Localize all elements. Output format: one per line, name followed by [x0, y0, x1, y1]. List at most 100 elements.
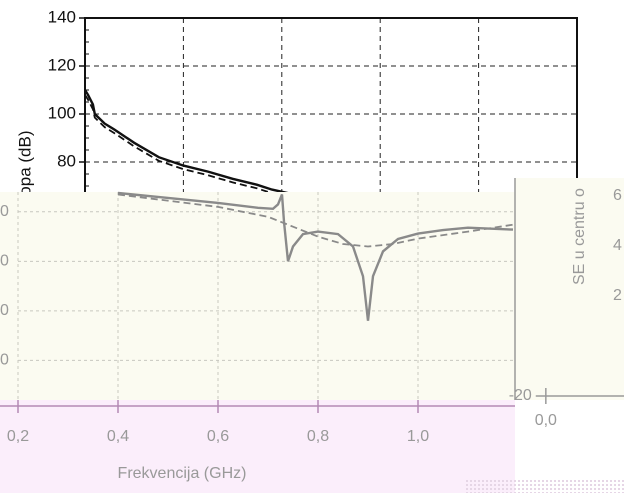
x-tick-label: 0,8 — [307, 428, 329, 445]
noise-dot — [526, 488, 528, 490]
noise-dot — [558, 488, 560, 490]
data-line — [117, 191, 514, 321]
noise-dot — [558, 480, 560, 482]
y-tick-label: -20 — [509, 387, 532, 404]
noise-dot — [522, 480, 524, 482]
noise-dot — [578, 484, 580, 486]
noise-dot — [614, 484, 616, 486]
noise-dot — [490, 480, 492, 482]
noise-dot — [518, 484, 520, 486]
noise-dot — [606, 484, 608, 486]
panel — [0, 192, 515, 400]
noise-dot — [538, 480, 540, 482]
noise-dot — [582, 488, 584, 490]
noise-dot — [478, 488, 480, 490]
noise-dot — [546, 484, 548, 486]
noise-dot — [586, 480, 588, 482]
data-line — [117, 193, 514, 248]
noise-dot — [514, 484, 516, 486]
noise-dot — [554, 488, 556, 490]
noise-dot — [466, 484, 468, 486]
noise-dot — [550, 488, 552, 490]
noise-dot — [538, 488, 540, 490]
noise-dot — [530, 480, 532, 482]
noise-dot — [518, 488, 520, 490]
y-tick-label: 6 — [613, 187, 622, 204]
noise-dot — [514, 480, 516, 482]
noise-dot — [582, 484, 584, 486]
y-tick-label: 100 — [48, 103, 76, 122]
noise-dot — [522, 484, 524, 486]
noise-dot — [542, 480, 544, 482]
noise-dot — [474, 488, 476, 490]
noise-dot — [478, 484, 480, 486]
noise-dot — [590, 488, 592, 490]
noise-dot — [554, 480, 556, 482]
noise-dot — [494, 480, 496, 482]
x-tick-label: 0,0 — [535, 412, 557, 429]
y-tick-label: 2 — [613, 287, 622, 304]
y-axis-label: lopa (dB) — [15, 131, 34, 200]
noise-dot — [466, 488, 468, 490]
noise-dot — [506, 488, 508, 490]
noise-dot — [614, 480, 616, 482]
y-tick-label: 4 — [613, 237, 622, 254]
noise-dot — [570, 480, 572, 482]
noise-dot — [494, 484, 496, 486]
noise-dot — [590, 484, 592, 486]
noise-dot — [550, 480, 552, 482]
noise-dot — [506, 484, 508, 486]
noise-dot — [586, 484, 588, 486]
noise-dot — [530, 488, 532, 490]
noise-dot — [570, 488, 572, 490]
noise-dot — [502, 480, 504, 482]
noise-dot — [598, 488, 600, 490]
footer-band — [0, 400, 515, 493]
y-tick-label: 140 — [48, 7, 76, 26]
noise-dot — [526, 484, 528, 486]
noise-dot — [586, 488, 588, 490]
noise-dot — [558, 484, 560, 486]
noise-dot — [622, 480, 624, 482]
noise-dot — [470, 480, 472, 482]
noise-dot — [618, 480, 620, 482]
noise-dot — [582, 480, 584, 482]
noise-dot — [610, 488, 612, 490]
noise-dot — [502, 488, 504, 490]
noise-dot — [534, 480, 536, 482]
noise-dot — [602, 480, 604, 482]
noise-dot — [578, 480, 580, 482]
noise-dot — [506, 480, 508, 482]
noise-dot — [594, 480, 596, 482]
noise-dot — [574, 488, 576, 490]
y-axis-label: SE u centru o — [571, 188, 588, 285]
noise-dot — [474, 484, 476, 486]
noise-dot — [594, 488, 596, 490]
noise-dot — [542, 488, 544, 490]
y-tick-label: 0 — [0, 352, 9, 369]
noise-dot — [502, 484, 504, 486]
y-tick-label: 0 — [0, 203, 9, 220]
noise-dot — [510, 480, 512, 482]
noise-dot — [598, 480, 600, 482]
noise-dot — [490, 484, 492, 486]
noise-dot — [542, 484, 544, 486]
noise-dot — [470, 484, 472, 486]
noise-dot — [538, 484, 540, 486]
noise-dot — [566, 488, 568, 490]
noise-dot — [574, 484, 576, 486]
noise-dot — [486, 484, 488, 486]
noise-dot — [566, 480, 568, 482]
noise-dot — [546, 488, 548, 490]
noise-dot — [518, 480, 520, 482]
noise-dot — [610, 484, 612, 486]
noise-dot — [562, 484, 564, 486]
noise-dot — [602, 488, 604, 490]
noise-dot — [522, 488, 524, 490]
noise-dot — [530, 484, 532, 486]
noise-dot — [554, 484, 556, 486]
noise-dot — [494, 488, 496, 490]
noise-dot — [534, 484, 536, 486]
noise-dot — [578, 488, 580, 490]
